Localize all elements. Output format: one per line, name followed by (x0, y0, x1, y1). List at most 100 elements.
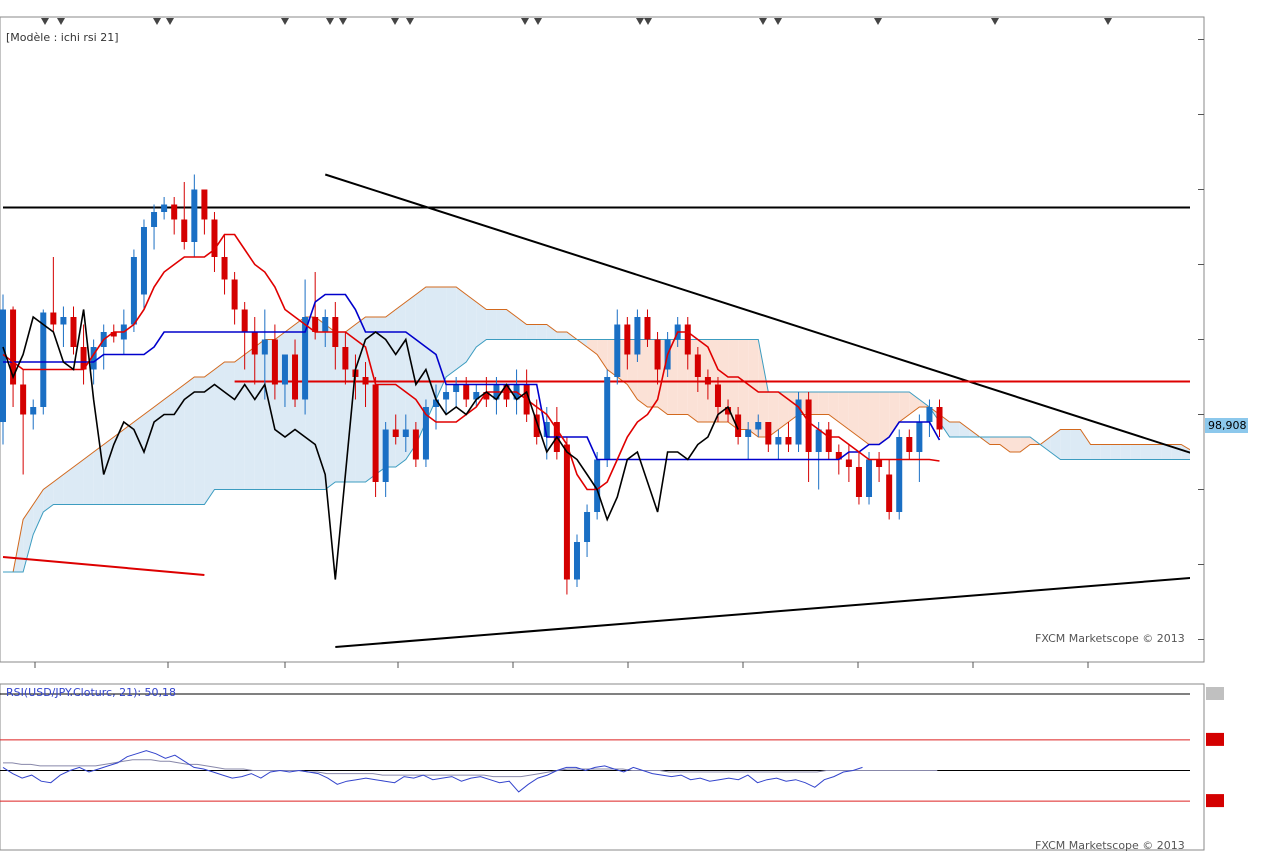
top-date-marker (391, 18, 399, 25)
candle-body (835, 452, 842, 460)
cloud-segment (1010, 437, 1021, 452)
candle (211, 212, 218, 272)
candle (694, 347, 701, 392)
cloud-segment (899, 392, 910, 422)
cloud-segment (63, 467, 74, 505)
rsi-line (2, 750, 863, 793)
candle-body (412, 429, 419, 460)
price-axis (1198, 39, 1204, 640)
candle (412, 422, 419, 467)
candle-body (312, 317, 319, 332)
candle-body (181, 219, 188, 242)
candle (614, 309, 621, 385)
top-date-marker (534, 18, 542, 25)
top-date-marker (644, 18, 652, 25)
candle-body (211, 219, 218, 257)
candle-body (342, 347, 349, 370)
template-label: [Modèle : ichi rsi 21] (6, 31, 119, 44)
candle-body (684, 324, 691, 355)
candle (866, 452, 873, 505)
candle (251, 317, 258, 385)
cloud-segment (1070, 429, 1081, 460)
cloud-segment (446, 287, 457, 377)
candle (292, 339, 299, 407)
candle-body (795, 399, 802, 445)
candle-body (80, 347, 87, 370)
rsi-panel[interactable] (0, 683, 1205, 851)
candle-body (543, 422, 550, 437)
cloud-segment (536, 324, 547, 340)
cloud-segment (1040, 437, 1051, 452)
candle (221, 234, 228, 295)
last-price-label (1205, 418, 1248, 433)
candle-body (171, 204, 178, 220)
candle (372, 377, 379, 497)
candle (161, 197, 168, 220)
cloud-segment (597, 339, 608, 370)
candle (463, 377, 470, 407)
candle-body (775, 437, 782, 445)
candle-body (936, 407, 943, 430)
candle-body (614, 324, 621, 377)
candle-body (866, 459, 873, 497)
cloud-segment (73, 459, 84, 505)
candle-body (453, 384, 460, 392)
candle-body (433, 399, 440, 407)
candle (281, 354, 288, 407)
ichimoku-lines (2, 233, 941, 580)
candle (140, 219, 147, 310)
top-date-marker (759, 18, 767, 25)
cloud-segment (133, 414, 144, 505)
candle-body (241, 309, 248, 332)
cloud-segment (436, 287, 447, 400)
senkou-span-lines (3, 286, 1190, 573)
candle (392, 414, 399, 445)
candle (735, 407, 742, 445)
candle-body (10, 309, 17, 385)
candle (473, 384, 480, 407)
candle-body (745, 429, 752, 437)
top-date-ruler (0, 16, 1204, 25)
candle-body (694, 354, 701, 377)
tenkan-line (2, 233, 940, 491)
cloud-segment (496, 309, 507, 340)
cloud-segment (93, 444, 104, 505)
kijun-line (3, 293, 941, 461)
candle (171, 197, 178, 235)
cloud-segment (869, 392, 880, 445)
cloud-segment (1090, 444, 1101, 460)
cloud-segment (738, 339, 749, 430)
rsi-legend: RSI(USD/JPY.Cloturc, 21): 50,18 (6, 686, 176, 699)
top-date-marker (153, 18, 161, 25)
candle-body (845, 459, 852, 467)
candle-body (896, 437, 903, 512)
cloud-segment (184, 377, 195, 505)
cloud-segment (123, 422, 134, 505)
candle-body (876, 459, 883, 467)
cloud-segment (1110, 444, 1121, 460)
cloud-segment (879, 392, 890, 445)
candle (684, 317, 691, 370)
candle (402, 414, 409, 452)
cloud-segment (43, 482, 54, 512)
candle-body (382, 429, 389, 482)
candle (573, 534, 580, 587)
candle-body (755, 422, 762, 430)
candle-body (402, 429, 409, 437)
candle-body (906, 437, 913, 452)
candle-body (473, 392, 480, 400)
candle-body (483, 392, 490, 400)
candle (30, 399, 37, 430)
candle-body (704, 377, 711, 385)
top-date-marker (326, 18, 334, 25)
cloud-segment (989, 437, 1000, 445)
candle-body (563, 444, 570, 580)
candle (241, 302, 248, 370)
candle (654, 332, 661, 385)
candle-body (634, 317, 641, 355)
rsi-label-bg (1206, 794, 1224, 808)
candle-body (251, 332, 258, 355)
candle-body (886, 474, 893, 512)
candle-body (443, 392, 450, 400)
